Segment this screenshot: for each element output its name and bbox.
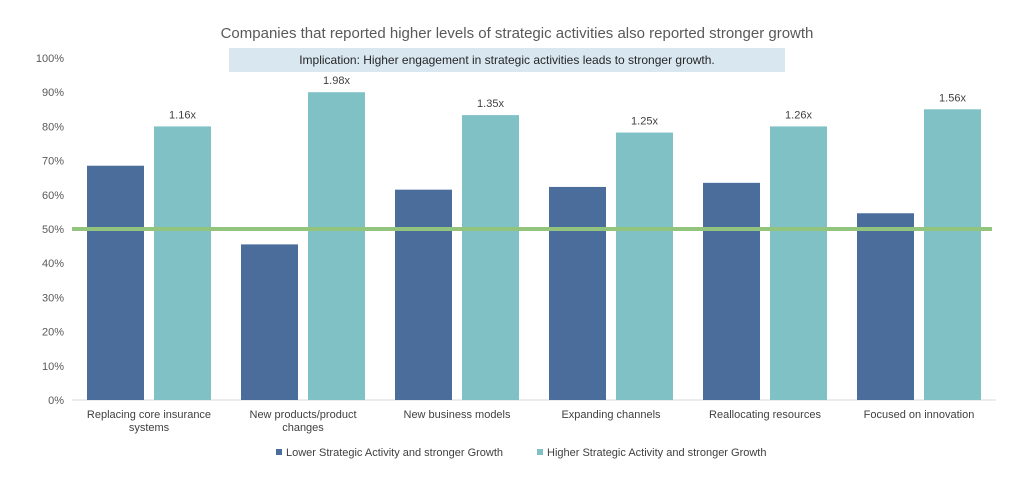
bar-lower [857,213,914,400]
y-tick-label: 40% [42,258,64,270]
bar-higher [616,132,673,400]
y-tick-label: 30% [42,292,64,304]
y-tick-label: 80% [42,121,64,133]
plot-area: 0% 10% 20% 30% 40% 50% 60% 70% 80% 90% 100% 1.16x Re… [36,53,996,434]
y-tick-label: 100% [36,53,64,65]
x-tick-label: Expanding channels [561,409,661,421]
y-tick-label: 70% [42,156,64,168]
data-label: 1.16x [169,109,196,121]
data-label: 1.56x [939,92,966,104]
data-label: 1.25x [631,116,658,128]
legend-swatch [537,449,543,455]
data-label: 1.98x [323,75,350,87]
legend: Lower Strategic Activity and stronger Gr… [276,447,766,459]
legend-label: Lower Strategic Activity and stronger Gr… [286,447,503,459]
x-tick-label: New products/product [250,409,357,421]
data-label: 1.35x [477,98,504,110]
bar-higher [308,92,365,400]
implication-box [229,48,785,72]
bar-lower [395,189,452,400]
x-tick-label: New business models [404,409,511,421]
y-tick-label: 20% [42,327,64,339]
y-tick-label: 90% [42,87,64,99]
bar-higher [462,115,519,400]
x-tick-label: Replacing core insurance [87,409,211,421]
y-tick-label: 0% [48,395,64,407]
y-tick-label: 60% [42,190,64,202]
x-tick-label: systems [129,422,170,434]
chart-title: Companies that reported higher levels of… [221,25,814,42]
data-label: 1.26x [785,109,812,121]
x-tick-label: changes [282,422,324,434]
bar-lower [703,182,760,400]
bar-lower [549,186,606,400]
bar-higher [924,109,981,401]
bar-lower [87,165,144,400]
x-tick-label: Focused on innovation [864,409,975,421]
x-tick-label: Reallocating resources [709,409,821,421]
y-tick-label: 50% [42,224,64,236]
y-tick-label: 10% [42,361,64,373]
bar-lower [241,244,298,400]
implication-text: Implication: Higher engagement in strate… [299,53,715,67]
bar-higher [770,126,827,401]
bar-higher [154,126,211,401]
legend-swatch [276,449,282,455]
legend-label: Higher Strategic Activity and stronger G… [547,447,766,459]
